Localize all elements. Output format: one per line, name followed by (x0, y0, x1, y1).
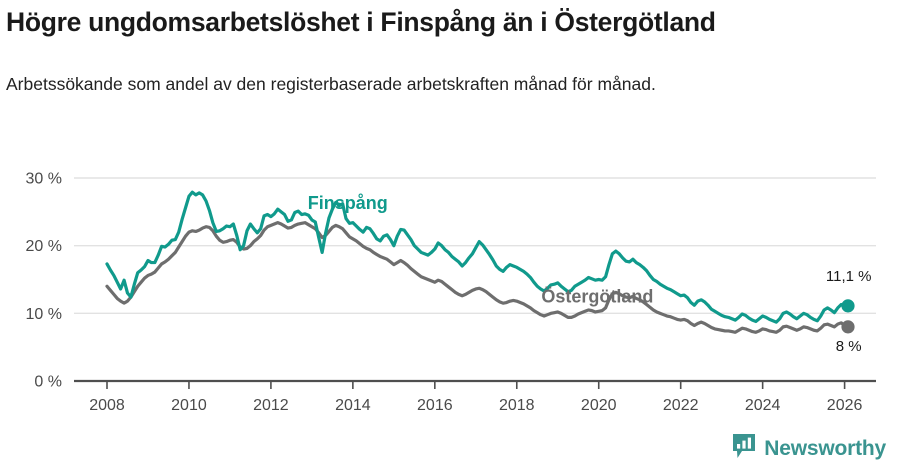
gridlines-group (74, 177, 876, 383)
y-axis-tick-label: 0 % (34, 374, 62, 391)
ostergotland-inline-label: Östergötland (541, 287, 653, 307)
series-endpoints-group (841, 299, 855, 334)
finspang-inline-label: Finspång (308, 193, 388, 213)
logo-wordmark: Newsworthy (764, 436, 886, 460)
x-axis-tick-label: 2010 (171, 397, 207, 414)
series-lines-group (105, 190, 850, 334)
finspang-end-value: 11,1 % (826, 268, 872, 285)
y-axis-tick-label: 20 % (26, 238, 62, 255)
ostergotland-end-value: 8 % (836, 338, 862, 355)
page-title: Högre ungdomsarbetslöshet i Finspång än … (6, 7, 716, 37)
endpoint-marker-finspang (841, 299, 855, 313)
x-axis-tick-label: 2016 (417, 397, 453, 414)
y-axis-labels-group: 0 % 10 % 20 % 30 % (26, 171, 62, 391)
line-chart: 0 % 10 % 20 % 30 % 2008 2010 2012 2014 2016 2018… (0, 150, 900, 420)
y-axis-tick-label: 30 % (26, 171, 62, 188)
page-subtitle: Arbetssökande som andel av den registerb… (6, 74, 656, 94)
bar-chart-bubble-icon (732, 433, 756, 464)
x-axis-ticks-group (106, 381, 846, 389)
series-line-ostergotland (105, 221, 850, 334)
x-axis-labels-group: 2008 2010 2012 2014 2016 2018 2020 2022 2024 2026 (89, 397, 862, 414)
x-axis-tick-label: 2014 (335, 397, 371, 414)
endpoint-marker-ostergotland (841, 320, 855, 334)
x-axis-tick-label: 2026 (827, 397, 863, 414)
newsworthy-logo[interactable]: Newsworthy (732, 433, 886, 464)
x-axis-tick-label: 2012 (253, 397, 289, 414)
x-axis-tick-label: 2008 (89, 397, 125, 414)
x-axis-tick-label: 2018 (499, 397, 535, 414)
chart-svg: 0 % 10 % 20 % 30 % 2008 2010 2012 2014 2016 2018… (26, 171, 876, 414)
chart-annotations-group: Finspång Östergötland 11,1 % 8 % (308, 193, 872, 355)
x-axis-tick-label: 2024 (745, 397, 781, 414)
x-axis-tick-label: 2022 (663, 397, 699, 414)
y-axis-tick-label: 10 % (26, 306, 62, 323)
x-axis-tick-label: 2020 (581, 397, 617, 414)
series-line-finspang (105, 190, 850, 324)
